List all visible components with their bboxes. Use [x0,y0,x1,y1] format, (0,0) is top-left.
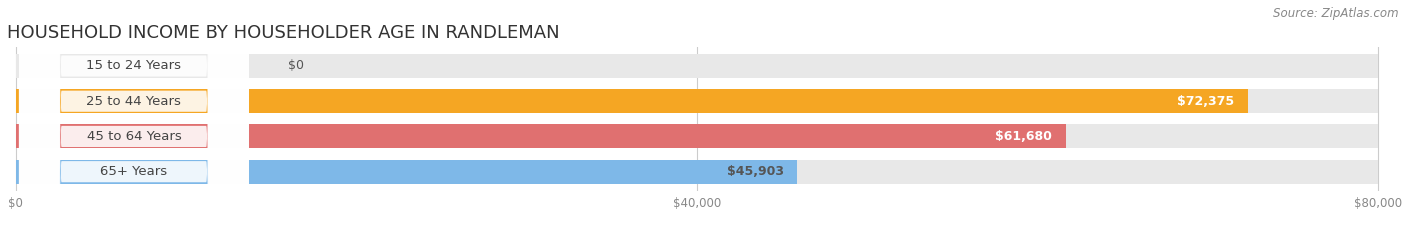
Bar [15,89,1378,113]
Bar [15,54,1378,78]
FancyBboxPatch shape [18,0,249,233]
Bar [15,89,1249,113]
FancyBboxPatch shape [18,0,249,233]
Text: 25 to 44 Years: 25 to 44 Years [86,95,181,108]
FancyBboxPatch shape [18,0,249,233]
Text: $61,680: $61,680 [995,130,1052,143]
Text: $45,903: $45,903 [727,165,783,178]
Bar [15,160,1378,184]
Bar [15,124,1066,148]
Bar [15,124,1378,148]
Text: 45 to 64 Years: 45 to 64 Years [87,130,181,143]
Text: Source: ZipAtlas.com: Source: ZipAtlas.com [1274,7,1399,20]
Text: $0: $0 [288,59,304,72]
Text: 15 to 24 Years: 15 to 24 Years [86,59,181,72]
Text: $72,375: $72,375 [1177,95,1234,108]
Bar [15,160,797,184]
Text: 65+ Years: 65+ Years [100,165,167,178]
Text: HOUSEHOLD INCOME BY HOUSEHOLDER AGE IN RANDLEMAN: HOUSEHOLD INCOME BY HOUSEHOLDER AGE IN R… [7,24,560,42]
FancyBboxPatch shape [18,0,249,233]
